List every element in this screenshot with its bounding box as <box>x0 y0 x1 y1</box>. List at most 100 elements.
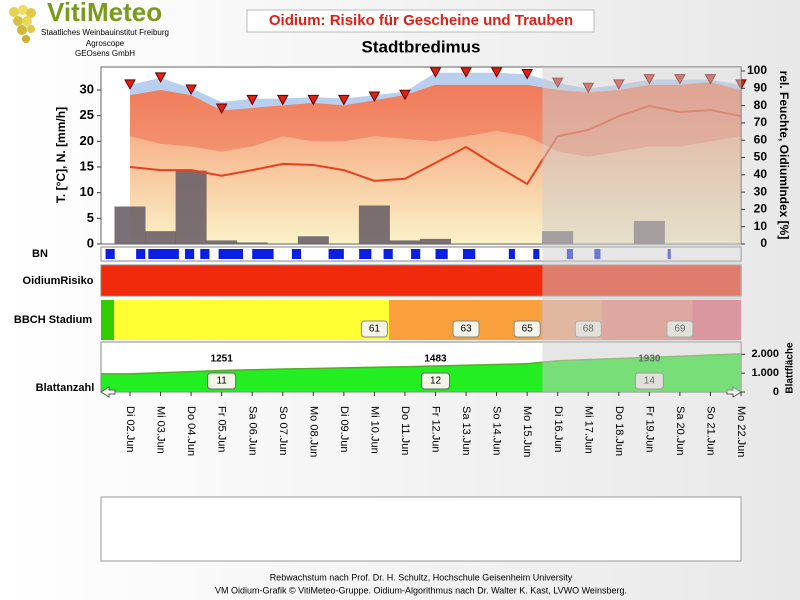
y2-tick-label: 30 <box>754 184 768 198</box>
precip-bar <box>175 170 207 244</box>
y-tick-label: 20 <box>80 133 94 148</box>
precip-bar <box>358 205 390 244</box>
logo-text: VitiMeteo <box>47 0 162 27</box>
blatt-tick-label: 2.000 <box>751 348 779 360</box>
bn-wet <box>218 249 244 259</box>
bbch-stage-label: 65 <box>522 324 534 335</box>
y2-tick-label: 60 <box>754 132 768 146</box>
bn-wet <box>148 249 179 259</box>
bn-wet <box>200 249 210 259</box>
oidium-index-marker <box>307 94 320 106</box>
blattanzahl-box <box>421 372 450 390</box>
x-tick-label: Sa 06.Jun <box>246 406 258 456</box>
scroll-arrow <box>100 386 116 398</box>
x-tick-label: Di 02.Jun <box>124 406 136 452</box>
y2-tick-label: 80 <box>754 98 768 112</box>
bn-wet <box>328 249 344 259</box>
y2-tick-label: 100 <box>747 63 767 77</box>
blatt-tick-label: 1.000 <box>751 367 779 379</box>
bn-wet <box>105 249 115 259</box>
blattanzahl-label: 12 <box>430 376 442 387</box>
bn-wet <box>508 249 515 259</box>
bn-wet <box>252 249 274 259</box>
y2-axis-label: rel. Feuchte, OidiumIndex [%] <box>777 71 791 240</box>
legend-box <box>100 496 742 562</box>
blatt-annotation: 1251 <box>211 354 234 365</box>
y-tick-label: 0 <box>87 235 94 250</box>
bn-wet <box>383 249 393 259</box>
precip-bar <box>389 240 421 244</box>
y-tick-label: 5 <box>87 210 94 225</box>
x-tick-label: So 07.Jun <box>277 406 289 456</box>
row-label: Blattanzahl <box>36 382 95 394</box>
precip-bar <box>145 231 177 244</box>
x-tick-label: Di 16.Jun <box>552 406 564 452</box>
oidium-index-marker <box>429 67 442 78</box>
bbch-segment <box>101 300 115 340</box>
oidium-index-marker <box>276 94 289 106</box>
bn-wet <box>462 249 476 259</box>
footer: Rebwachstum nach Prof. Dr. H. Schultz, H… <box>270 572 573 582</box>
y2-tick-label: 70 <box>754 115 768 129</box>
title: Oidium: Risiko für Gescheine und Trauben <box>269 12 573 29</box>
y2-tick-label: 10 <box>754 219 768 233</box>
org: Staatliches Weinbauinstitut Freiburg <box>41 28 169 37</box>
x-tick-label: So 14.Jun <box>491 406 503 456</box>
blattanzahl-label: 11 <box>216 376 227 387</box>
oidium-index-marker <box>154 72 167 83</box>
bbch-stage-box <box>513 320 541 338</box>
title-box <box>246 9 595 33</box>
bbch-stage-label: 63 <box>460 324 472 335</box>
oidium-index-marker <box>185 84 197 96</box>
y-tick-label: 30 <box>80 81 94 96</box>
oidium-index-marker <box>490 67 503 78</box>
x-tick-label: Do 11.Jun <box>399 406 411 455</box>
precip-bar <box>236 242 268 244</box>
x-tick-label: Mo 08.Jun <box>307 406 319 457</box>
y2-tick-label: 20 <box>754 202 768 216</box>
subtitle: Stadtbredimus <box>361 37 480 56</box>
x-tick-label: Mo 22.Jun <box>735 406 747 457</box>
org: Agroscope <box>86 39 125 48</box>
y2-tick-label: 50 <box>754 150 768 164</box>
x-tick-label: Mi 10.Jun <box>368 406 380 454</box>
oidium-index-marker <box>246 94 259 106</box>
bn-wet <box>359 249 372 259</box>
org: GEOsens GmbH <box>75 49 135 58</box>
y-tick-label: 25 <box>80 107 94 122</box>
row-label: BN <box>32 248 48 260</box>
blatt-tick-label: 0 <box>773 386 779 398</box>
bn-wet <box>184 249 195 259</box>
x-tick-label: Do 18.Jun <box>613 406 625 456</box>
x-tick-label: Mi 03.Jun <box>155 406 167 454</box>
row-label: OidiumRisiko <box>23 275 94 287</box>
oidium-index-marker <box>368 91 381 102</box>
y2-tick-label: 90 <box>754 80 768 94</box>
row-label: BBCH Stadium <box>14 314 92 326</box>
y2-tick-label: 0 <box>760 236 767 250</box>
bbch-stage-label: 61 <box>369 324 381 335</box>
y-tick-label: 10 <box>80 184 94 199</box>
oidium-index-marker <box>521 68 533 80</box>
precip-bar <box>297 236 329 244</box>
oidium-index-marker <box>338 94 350 106</box>
bn-wet <box>291 249 302 259</box>
bbch-stage-box <box>452 320 480 338</box>
x-tick-label: Fr 05.Jun <box>216 406 228 452</box>
x-tick-label: So 21.Jun <box>705 406 717 456</box>
precip-bar <box>114 206 146 244</box>
bn-wet <box>435 249 448 259</box>
x-tick-label: Mo 15.Jun <box>521 406 533 457</box>
oidium-index-marker <box>215 103 228 115</box>
y2-tick-label: 40 <box>754 167 768 181</box>
bbch-segment <box>114 300 390 340</box>
precip-bar <box>206 240 238 244</box>
x-tick-label: Fr 19.Jun <box>643 406 655 452</box>
logo <box>9 5 36 43</box>
bbch-stage-box <box>360 320 388 338</box>
x-tick-label: Sa 13.Jun <box>460 406 472 456</box>
blattanzahl-box <box>207 372 237 390</box>
bn-wet <box>136 249 146 259</box>
blatt-annotation: 1483 <box>424 354 447 365</box>
